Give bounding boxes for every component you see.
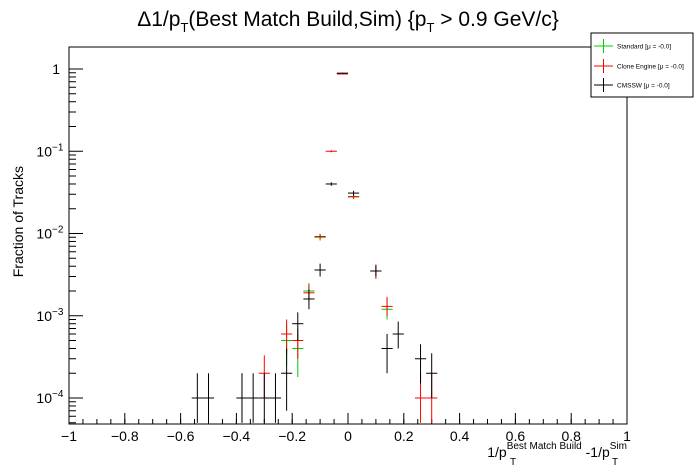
- x-tick-label: −0.2: [278, 428, 306, 444]
- xlabel-sup-2: Sim: [610, 441, 627, 452]
- title-middle: (Best Match Build,Sim) {p: [188, 8, 426, 31]
- legend-entry: CMSSW [μ = -0.0]: [594, 78, 670, 92]
- x-axis-label: 1/pBest Match Build -1/pSim: [487, 441, 627, 460]
- y-tick-label: 10: [36, 143, 52, 159]
- y-axis-label: Fraction of Tracks: [10, 166, 26, 277]
- legend-label: Standard [μ = -0.0]: [617, 44, 671, 51]
- plot-frame: [68, 46, 628, 425]
- y-tick-exponent: −4: [52, 389, 64, 400]
- legend-box: [590, 32, 694, 98]
- x-tick-label: −0.8: [111, 428, 139, 444]
- series-cmssw: [191, 72, 438, 423]
- title-sub-2: T: [426, 20, 434, 35]
- xlabel-sup-1: Best Match Build: [507, 441, 582, 452]
- y-tick-label: 10: [36, 308, 52, 324]
- xlabel-sub-1: T: [510, 457, 516, 468]
- legend-label: CMSSW [μ = -0.0]: [617, 83, 670, 90]
- xlabel-sub-2: T: [612, 457, 618, 468]
- x-tick-label: −0.6: [167, 428, 195, 444]
- y-tick-exponent: −1: [52, 142, 64, 153]
- legend-label: Clone Engine [μ = -0.0]: [617, 64, 684, 71]
- xlabel-part-1: 1/p: [487, 444, 507, 460]
- y-tick-exponent: −2: [52, 225, 64, 236]
- series-clone-engine: [236, 73, 438, 423]
- series-layer: [191, 72, 438, 423]
- y-axis: 110−110−210−310−4: [36, 61, 83, 424]
- x-tick-label: −0.4: [223, 428, 251, 444]
- x-tick-label: 0.6: [506, 428, 526, 444]
- x-tick-label: −1: [61, 428, 77, 444]
- x-tick-label: 0: [344, 428, 352, 444]
- x-tick-label: 1: [623, 428, 631, 444]
- y-tick-exponent: −3: [52, 307, 64, 318]
- legend-entry: Clone Engine [μ = -0.0]: [594, 59, 684, 73]
- legend-entry: Standard [μ = -0.0]: [594, 39, 671, 53]
- title-sub-1: T: [180, 20, 188, 35]
- legend: Standard [μ = -0.0] Clone Engine [μ = -0.…: [590, 32, 694, 98]
- x-axis: −1 −0.8 −0.6 −0.4 −0.2 0 0.2 0.4 0.6 0.8 1: [61, 413, 631, 444]
- y-tick-label: 10: [36, 226, 52, 242]
- title-suffix: > 0.9 GeV/c}: [434, 8, 558, 31]
- y-tick-label: 10: [36, 390, 52, 406]
- x-tick-label: 0.8: [561, 428, 581, 444]
- x-tick-label: 0.2: [394, 428, 414, 444]
- title-prefix: Δ1/p: [137, 8, 180, 31]
- y-tick-label: 1: [52, 61, 60, 77]
- chart-title: Δ1/pT(Best Match Build,Sim) {pT > 0.9 Ge…: [137, 8, 559, 35]
- xlabel-part-2: -1/p: [582, 444, 610, 460]
- x-tick-label: 0.4: [450, 428, 470, 444]
